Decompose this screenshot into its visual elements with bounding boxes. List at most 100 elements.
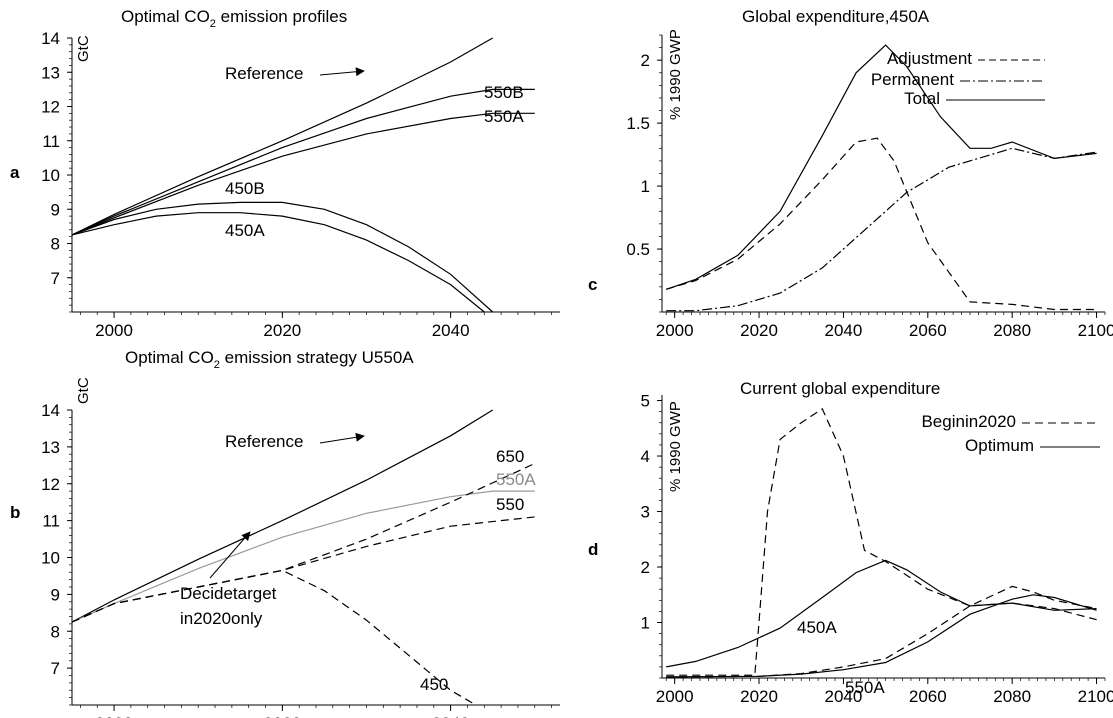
axes-panel-b: 2000 2020 2040 7 8 9 10 11 12 13 14 (41, 401, 560, 718)
y-tick-label-d-5: 5 (641, 392, 650, 411)
series-line-b-550a (71, 490, 535, 623)
y-tick-label-d-2: 2 (641, 558, 650, 577)
y-tick-label-b-8: 8 (51, 622, 60, 641)
x-tick-label-d-2000: 2000 (656, 687, 694, 706)
y-tick-label-b-14: 14 (41, 401, 60, 420)
y-tick-label-a-12: 12 (41, 98, 60, 117)
y-tick-label-a-8: 8 (51, 235, 60, 254)
series-line-b-450 (71, 569, 477, 706)
label-reference-b: Reference (225, 432, 303, 451)
x-tick-label-d-2060: 2060 (909, 687, 947, 706)
legend-permanent-label: Permanent (871, 70, 954, 89)
legend-total-label: Total (904, 89, 940, 108)
label-450B-a: 450B (225, 179, 265, 198)
axes-panel-d: 2000 2020 2040 2060 2080 2100 1 2 3 4 5 (641, 392, 1113, 706)
legend-optimum-label: Optimum (965, 436, 1034, 455)
y-tick-label-a-11: 11 (42, 132, 60, 151)
x-tick-label-c-2000: 2000 (656, 321, 694, 340)
series-line-a-450a (71, 212, 485, 313)
chart-title-a: Optimal CO2 emission profiles (121, 7, 347, 30)
chart-title-d: Current global expenditure (740, 379, 940, 398)
series-line-c-adjustment (666, 137, 1097, 311)
series-line-c-total (666, 44, 1097, 290)
x-tick-label-d-2020: 2020 (740, 687, 778, 706)
y-tick-label-a-10: 10 (41, 166, 60, 185)
y-tick-label-a-14: 14 (41, 29, 60, 48)
series-panel-a (71, 37, 535, 313)
x-tick-label-c-2100: 2100 (1078, 321, 1113, 340)
y-tick-label-b-13: 13 (41, 438, 60, 457)
series-line-a-reference (71, 37, 493, 236)
x-tick-label-b-2040: 2040 (432, 714, 470, 718)
arrow-reference-b (319, 432, 365, 444)
label-450A-a: 450A (225, 221, 265, 240)
y-tick-label-d-3: 3 (641, 503, 650, 522)
label-450A-d: 450A (797, 618, 837, 637)
y-tick-label-d-1: 1 (641, 614, 650, 633)
x-tick-label-d-2040: 2040 (825, 687, 863, 706)
series-line-d-beginin2020 (666, 408, 1097, 676)
y-tick-label-a-9: 9 (51, 200, 60, 219)
panel-letter-b: b (10, 503, 20, 522)
label-550-b: 550 (496, 495, 524, 514)
axes-panel-a: 2000 2020 2040 7 8 9 10 11 12 13 14 (41, 29, 560, 340)
series-line-a-550a (71, 112, 535, 236)
y-axis-label-c: % 1990 GWP (667, 29, 684, 120)
series-line-a-550b (71, 88, 535, 236)
label-decide-line1: Decidetarget (180, 584, 277, 603)
x-tick-label-d-2100: 2100 (1078, 687, 1113, 706)
x-tick-label-b-2000: 2000 (95, 714, 133, 718)
legend-adjustment-label: Adjustment (887, 49, 972, 68)
series-line-b-650 (71, 462, 536, 623)
x-tick-label-b-2020: 2020 (263, 714, 301, 718)
series-panel-b (71, 409, 536, 706)
arrow-decide (209, 531, 251, 579)
label-decide-line2: in2020only (180, 609, 263, 628)
y-tick-label-d-4: 4 (641, 447, 650, 466)
x-tick-label-c-2080: 2080 (993, 321, 1031, 340)
y-tick-label-b-7: 7 (51, 659, 60, 678)
x-tick-label-d-2080: 2080 (993, 687, 1031, 706)
y-tick-label-c-1.5: 1.5 (626, 114, 650, 133)
y-tick-label-b-9: 9 (51, 585, 60, 604)
y-tick-label-a-13: 13 (41, 63, 60, 82)
axes-panel-c: 2000 2020 2040 2060 2080 2100 0.5 1 1.5 2 (626, 34, 1113, 340)
panel-letter-c: c (588, 275, 597, 294)
y-axis-label-b: GtC (75, 377, 92, 404)
series-line-d-optimum-550a (666, 594, 1097, 678)
series-panel-c (666, 44, 1097, 312)
x-tick-label-c-2020: 2020 (740, 321, 778, 340)
x-tick-label-a-2020: 2020 (263, 321, 301, 340)
label-550A-d: 550A (845, 678, 885, 697)
arrow-reference-a (319, 67, 365, 77)
y-tick-label-b-12: 12 (41, 475, 60, 494)
label-reference-a: Reference (225, 64, 303, 83)
series-panel-d (666, 408, 1097, 678)
label-650-b: 650 (496, 447, 524, 466)
y-tick-label-a-7: 7 (51, 269, 60, 288)
y-axis-label-d: % 1990 GWP (667, 401, 684, 492)
label-550A-a: 550A (484, 107, 524, 126)
y-tick-label-c-1: 1 (641, 177, 650, 196)
y-axis-label-a: GtC (75, 35, 92, 62)
series-line-b-550 (71, 516, 535, 623)
series-line-a-450b (71, 201, 494, 313)
x-tick-label-a-2040: 2040 (432, 321, 470, 340)
series-line-d-optimum (666, 559, 1097, 668)
y-tick-label-b-10: 10 (41, 549, 60, 568)
y-tick-label-c-0.5: 0.5 (626, 240, 650, 259)
series-line-c-permanent (666, 147, 1097, 312)
label-550B-a: 550B (484, 83, 524, 102)
y-tick-label-c-2: 2 (641, 51, 650, 70)
legend-begin2020-label: Beginin2020 (921, 412, 1016, 431)
x-tick-label-c-2060: 2060 (909, 321, 947, 340)
chart-title-b: Optimal CO2 emission strategy U550A (125, 348, 414, 371)
panel-letter-d: d (588, 540, 598, 559)
y-tick-label-b-11: 11 (42, 512, 60, 531)
series-line-b-reference (71, 409, 494, 623)
x-tick-label-c-2040: 2040 (825, 321, 863, 340)
label-550A-b: 550A (496, 470, 536, 489)
label-450-b: 450 (420, 675, 448, 694)
chart-title-c: Global expenditure,450A (742, 7, 930, 26)
